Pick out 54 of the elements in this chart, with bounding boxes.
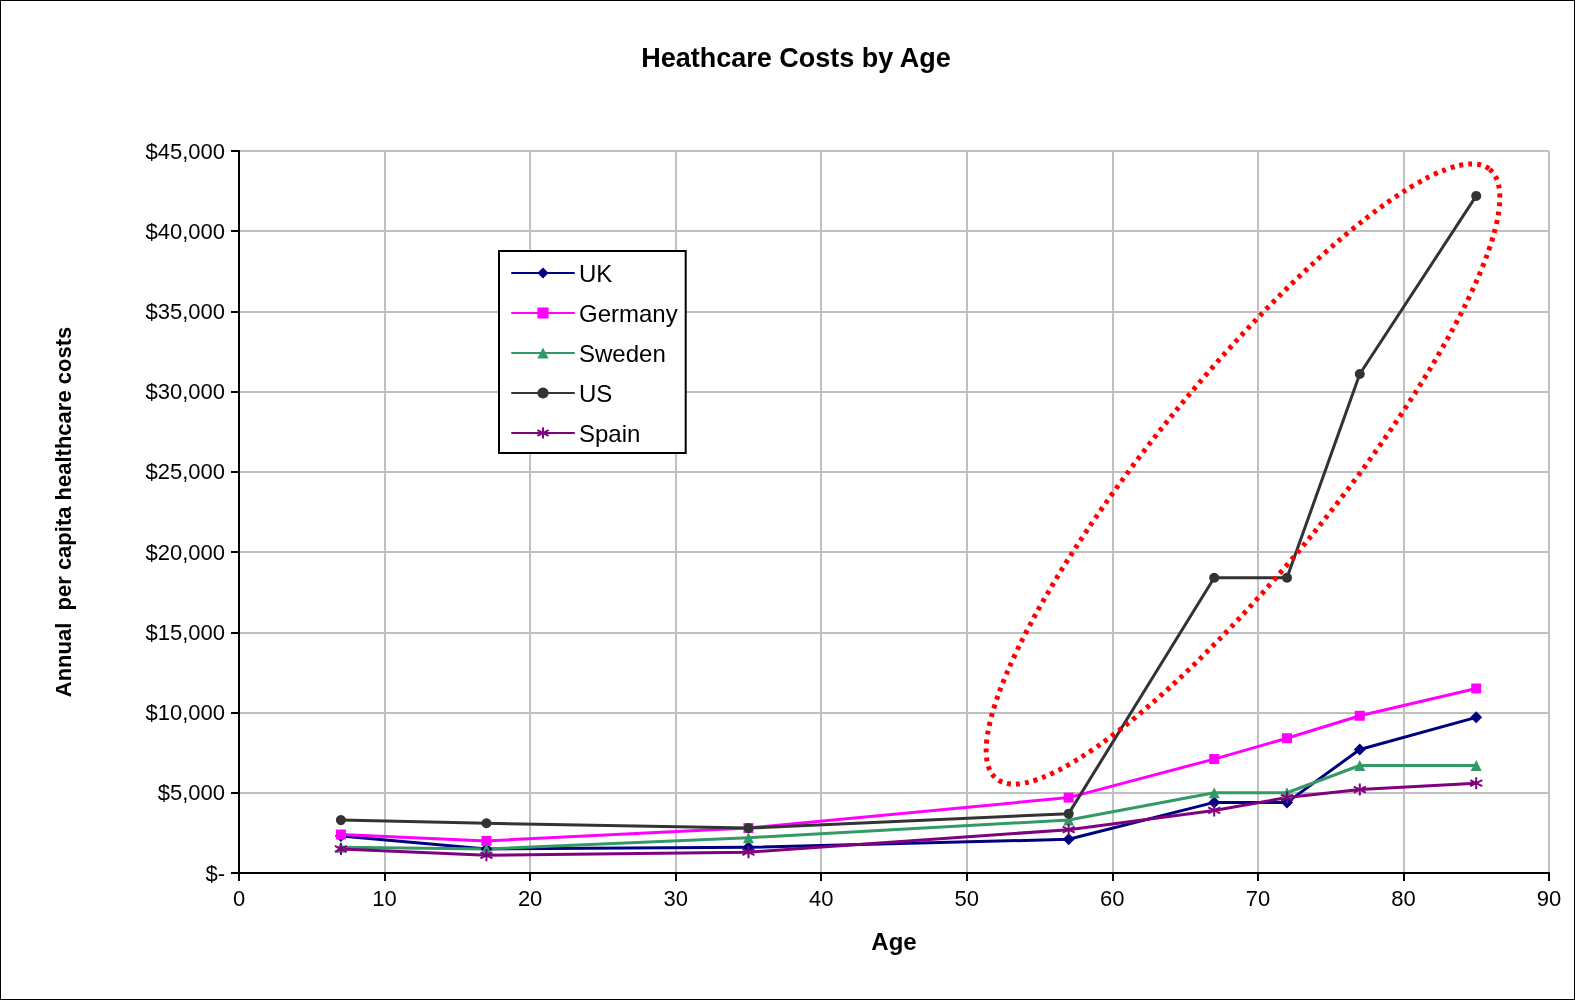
point — [1209, 754, 1220, 765]
x-tick-label: 30 — [663, 885, 688, 911]
y-axis-title: Annual per capita healthcare costs — [50, 326, 76, 698]
point — [1354, 369, 1365, 380]
point — [1280, 790, 1294, 805]
x-axis-title: Age — [871, 927, 917, 955]
x-tick-label: 90 — [1536, 885, 1562, 911]
legend-label: US — [579, 379, 613, 407]
x-tick-label: 20 — [517, 885, 543, 911]
x-tick-label: 70 — [1245, 885, 1271, 911]
point — [1063, 792, 1074, 803]
point — [479, 848, 494, 863]
chart-title: Heathcare Costs by Age — [641, 42, 951, 73]
point — [1063, 808, 1074, 819]
point — [1471, 683, 1482, 694]
y-tick-label: $35,000 — [145, 298, 225, 324]
point — [1470, 711, 1483, 724]
x-tick-label: 40 — [808, 885, 834, 911]
point — [481, 835, 492, 846]
legend-label: Germany — [579, 299, 678, 327]
y-tick-label: $40,000 — [145, 218, 225, 244]
x-tick-label: 80 — [1391, 885, 1416, 911]
point — [1352, 782, 1367, 797]
point — [741, 845, 756, 860]
legend-label: Sweden — [579, 339, 666, 367]
y-tick-label: $30,000 — [145, 379, 225, 405]
point — [1354, 760, 1366, 771]
point — [1353, 743, 1366, 756]
point — [335, 815, 346, 826]
point — [1471, 190, 1482, 201]
point — [1354, 710, 1365, 721]
x-tick-label: 0 — [232, 885, 246, 911]
point — [742, 832, 754, 844]
point — [1061, 822, 1076, 837]
y-tick-label: $20,000 — [145, 539, 225, 565]
point — [1282, 733, 1292, 744]
x-tick-label: 60 — [1100, 885, 1125, 911]
point — [1207, 803, 1222, 818]
y-tick-label: $- — [205, 860, 225, 886]
point — [1209, 572, 1220, 583]
point — [1470, 760, 1482, 771]
y-tick-label: $45,000 — [145, 138, 225, 164]
point — [481, 818, 492, 829]
legend-label: UK — [579, 259, 613, 287]
point — [1282, 572, 1292, 583]
x-tick-label: 50 — [954, 885, 980, 911]
y-tick-label: $10,000 — [145, 700, 225, 726]
y-tick-label: $5,000 — [157, 780, 225, 806]
y-tick-label: $25,000 — [145, 459, 225, 485]
point — [1208, 787, 1220, 799]
legend-label: Spain — [579, 419, 641, 447]
y-tick-label: $15,000 — [145, 619, 225, 645]
point — [1469, 776, 1484, 791]
x-tick-label: 10 — [372, 885, 397, 911]
